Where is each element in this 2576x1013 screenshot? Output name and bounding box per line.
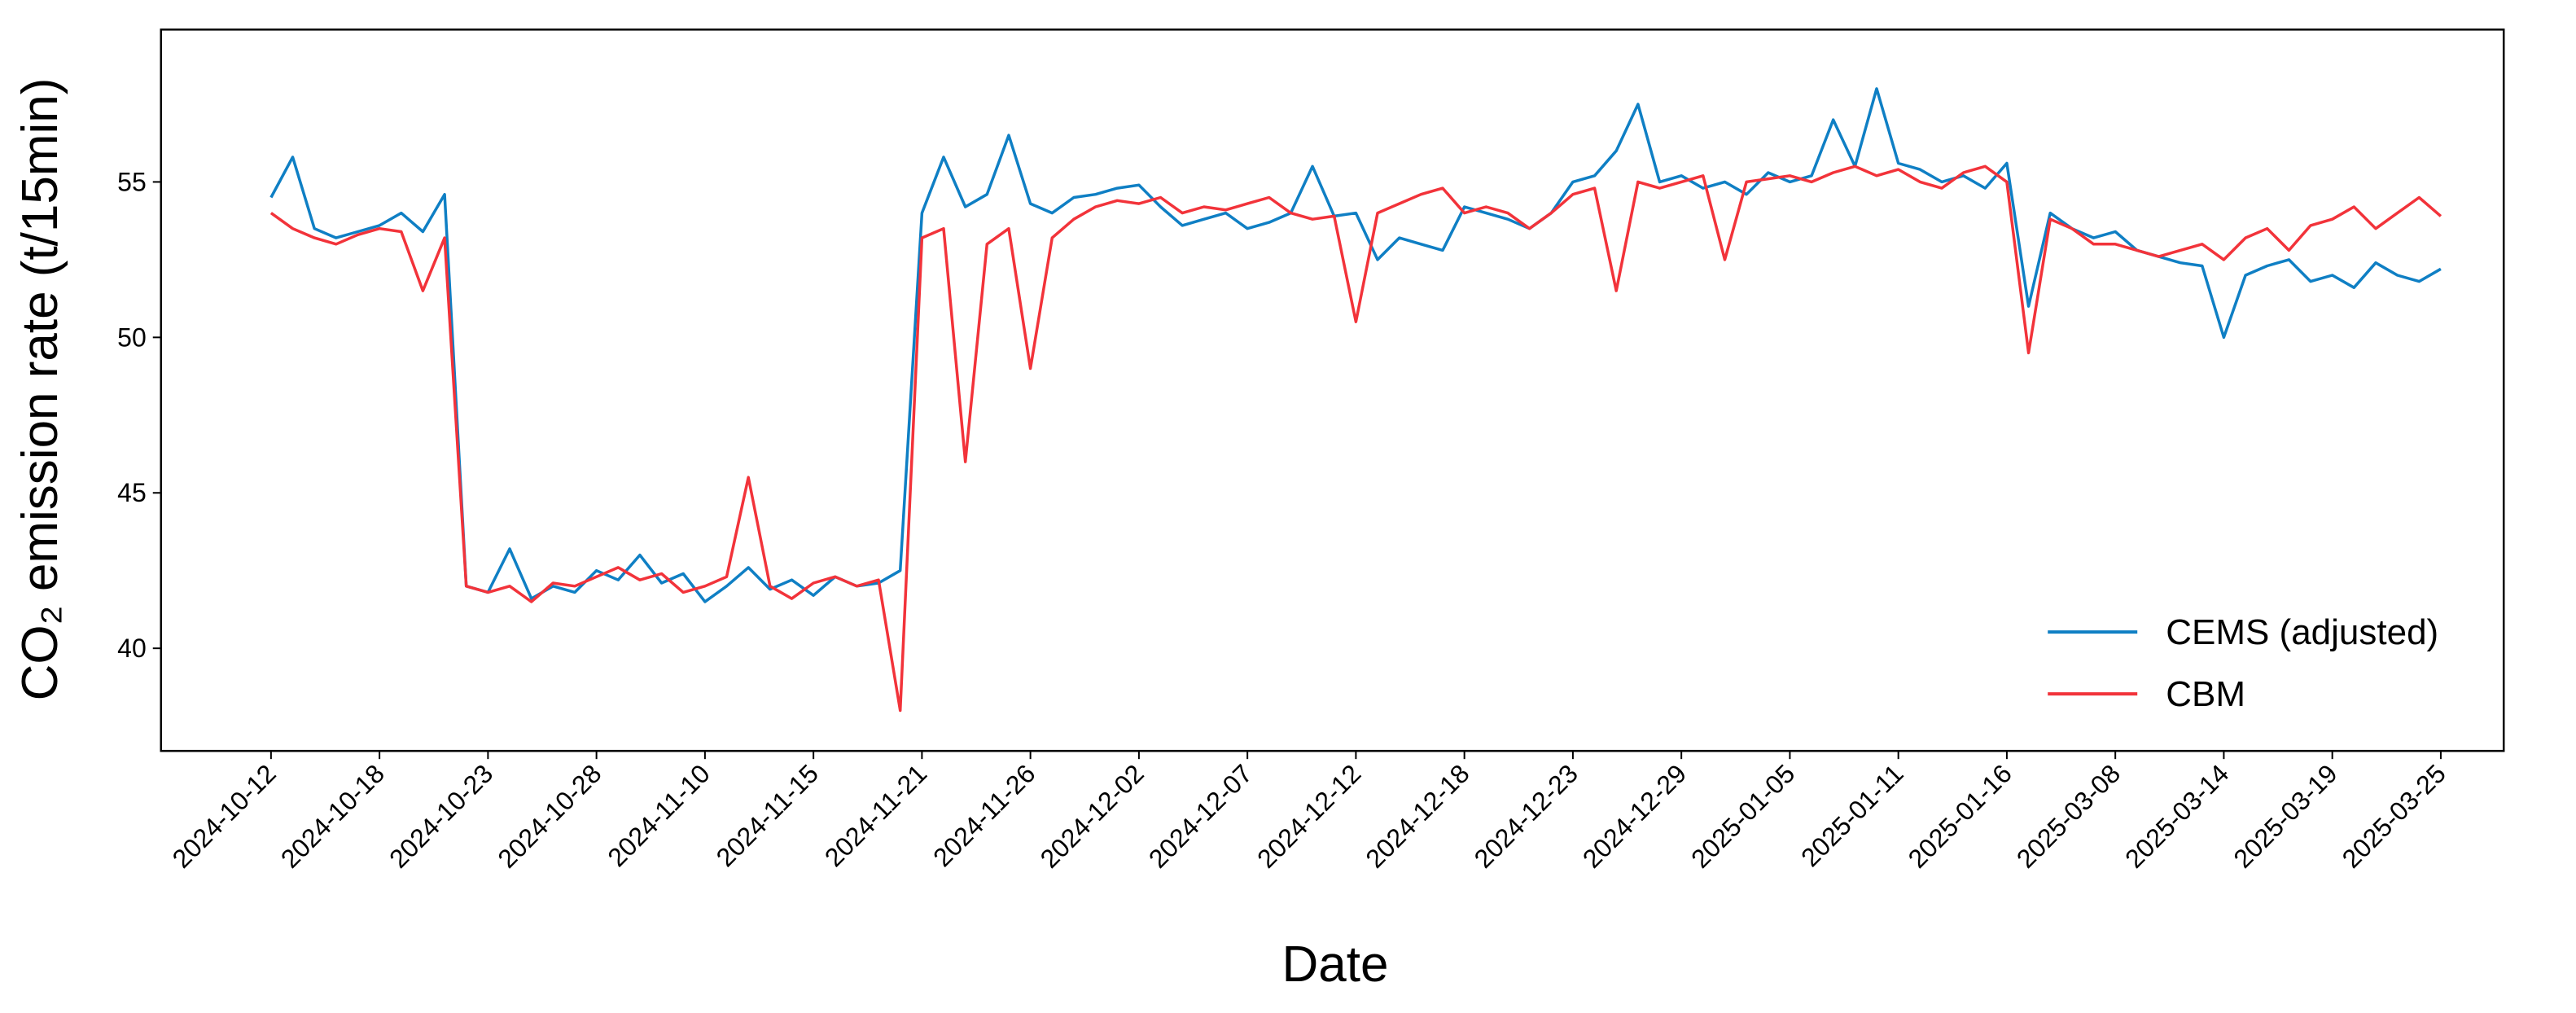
y-tick-label: 55 — [117, 167, 147, 196]
x-tick-label: 2024-10-12 — [167, 759, 282, 874]
x-tick-label: 2024-10-28 — [492, 759, 607, 874]
line-series — [269, 87, 2442, 603]
y-tick-label: 45 — [117, 478, 147, 507]
x-tick-label: 2025-01-11 — [1795, 759, 1909, 873]
x-tick-label: 2024-12-07 — [1143, 759, 1258, 874]
x-tick-label: 2025-03-08 — [2011, 759, 2126, 874]
x-tick-label: 2025-01-05 — [1685, 759, 1800, 874]
y-axis-label: CO₂ emission rate (t/15min) — [12, 78, 68, 701]
x-tick-label: 2025-03-19 — [2228, 759, 2342, 874]
legend-label: CEMS (adjusted) — [2166, 612, 2438, 652]
x-tick-label: 2025-03-14 — [2119, 759, 2234, 874]
x-tick-label: 2024-11-21 — [819, 759, 933, 873]
x-tick-label: 2024-11-15 — [711, 759, 825, 873]
x-tick-label: 2024-12-02 — [1035, 759, 1150, 874]
x-tick-label: 2024-12-29 — [1577, 759, 1692, 874]
x-tick-label: 2024-12-18 — [1360, 759, 1474, 874]
y-tick-label: 40 — [117, 634, 147, 663]
x-tick-label: 2024-12-12 — [1251, 759, 1366, 874]
x-tick-label: 2024-12-23 — [1469, 759, 1584, 874]
x-tick-label: 2025-01-16 — [1903, 759, 2017, 874]
line-series — [269, 164, 2442, 713]
legend-label: CBM — [2166, 674, 2245, 714]
x-axis-label: Date — [1282, 936, 1389, 993]
x-tick-label: 2025-03-25 — [2337, 759, 2451, 874]
x-tick-label: 2024-10-18 — [275, 759, 390, 874]
x-tick-label: 2024-11-10 — [602, 759, 716, 873]
y-tick-label: 50 — [117, 322, 147, 352]
x-tick-label: 2024-11-26 — [927, 759, 1041, 873]
plot-frame — [160, 29, 2505, 752]
x-tick-label: 2024-10-23 — [383, 759, 498, 874]
